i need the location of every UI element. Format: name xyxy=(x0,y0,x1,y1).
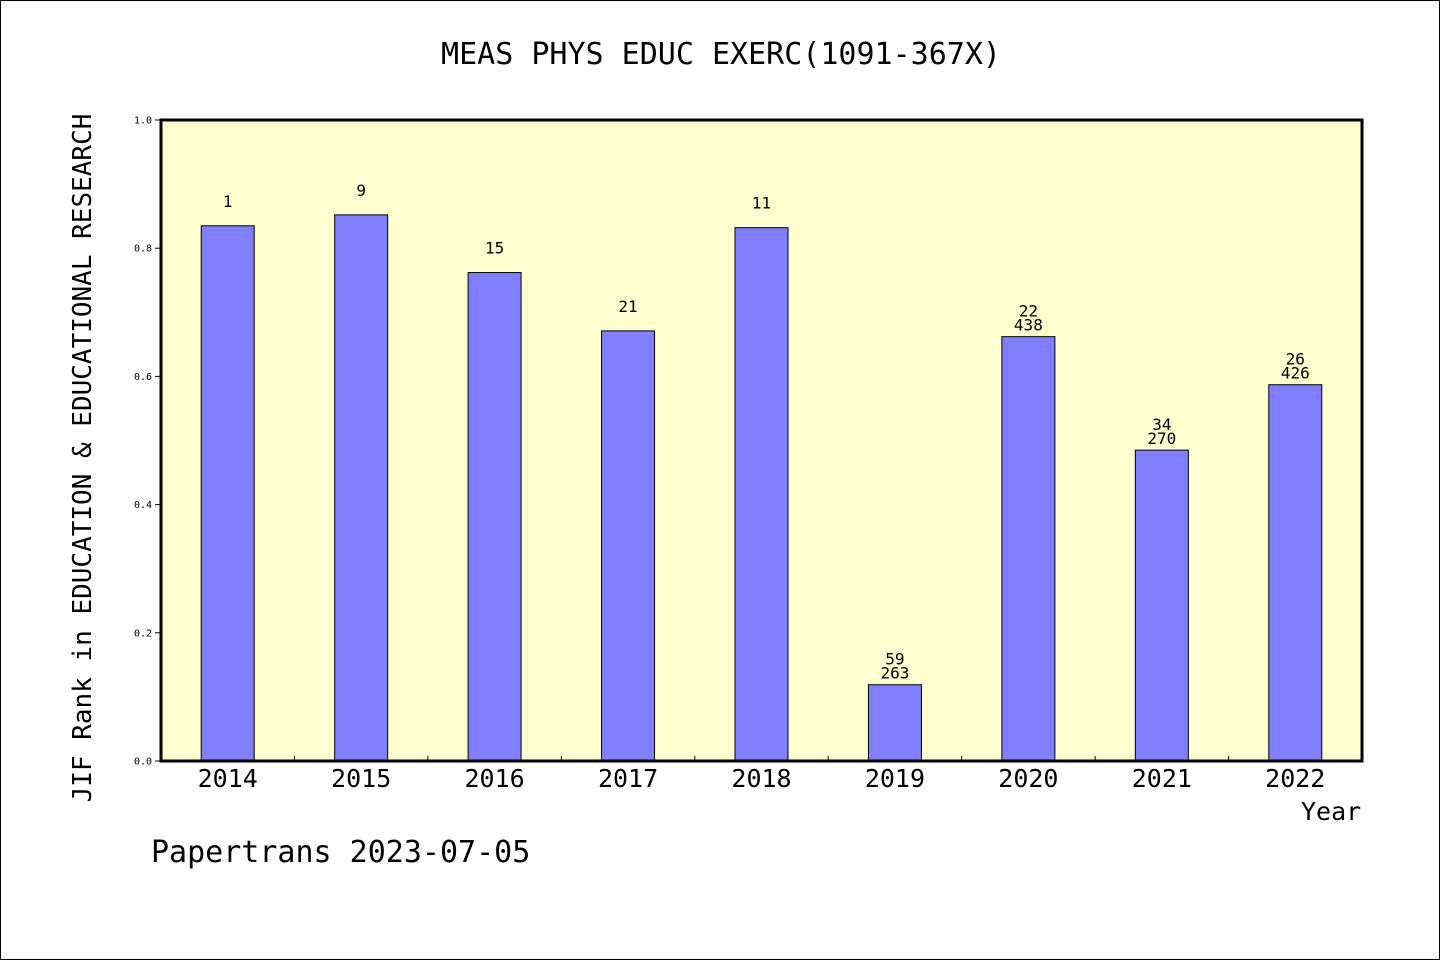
data-label: 26 xyxy=(1286,350,1305,369)
data-label: 22 xyxy=(1019,302,1038,321)
chart-title: MEAS PHYS EDUC EXERC(1091-367X) xyxy=(441,37,1001,72)
data-label: 21 xyxy=(618,297,637,316)
data-label: 59 xyxy=(885,650,904,669)
bar-2017 xyxy=(601,330,656,762)
x-tick-label: 2021 xyxy=(1132,764,1192,793)
x-tick-label: 2016 xyxy=(465,764,525,793)
bar-2015 xyxy=(334,214,389,762)
data-label: 438 xyxy=(1014,316,1043,335)
y-tick-label: 1.0 xyxy=(134,116,152,127)
data-label: 34 xyxy=(1152,415,1171,434)
x-tick-label: 2014 xyxy=(198,764,258,793)
x-tick-label: 2017 xyxy=(598,764,658,793)
x-tick-label: 2022 xyxy=(1265,764,1325,793)
data-label: 263 xyxy=(880,664,909,683)
bar-2021 xyxy=(1134,449,1189,762)
bar-2020 xyxy=(1001,336,1056,762)
data-label: 426 xyxy=(1281,364,1310,383)
y-tick-label: 0.2 xyxy=(134,628,152,639)
y-tick-label: 0.8 xyxy=(134,244,152,255)
data-label: 11 xyxy=(752,194,771,213)
y-tick-label: 0.6 xyxy=(134,372,152,383)
x-axis-label: Year xyxy=(1301,797,1362,826)
x-tick-label: 2018 xyxy=(731,764,791,793)
x-tick-label: 2020 xyxy=(998,764,1058,793)
data-label: 15 xyxy=(485,239,504,258)
x-tick-label: 2015 xyxy=(331,764,391,793)
footer-credit: Papertrans 2023-07-05 xyxy=(151,835,531,870)
plot-border xyxy=(159,118,1364,763)
data-label: 270 xyxy=(1147,429,1176,448)
bar-2022 xyxy=(1268,384,1323,762)
y-tick-label: 0.0 xyxy=(134,757,152,768)
bar-2018 xyxy=(734,227,789,762)
x-tick-label: 2019 xyxy=(865,764,925,793)
data-label: 9 xyxy=(356,181,366,200)
bar-2014 xyxy=(200,225,255,762)
y-tick-label: 0.4 xyxy=(134,500,152,511)
bar-2019 xyxy=(867,684,922,762)
data-label: 1 xyxy=(223,192,233,211)
bar-2016 xyxy=(467,272,522,762)
